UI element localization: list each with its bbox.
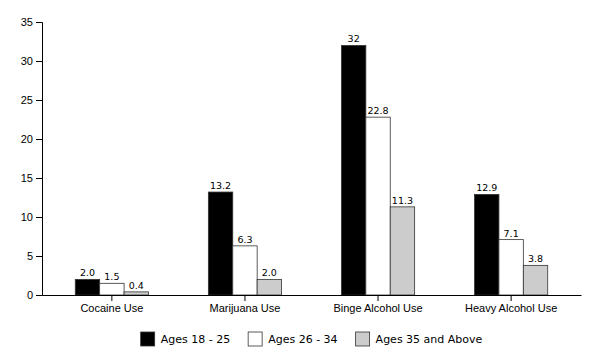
y-tick-mark <box>36 178 42 179</box>
y-tick-mark <box>36 61 42 62</box>
y-tick: 5 <box>27 250 42 262</box>
bar <box>233 246 257 295</box>
bar <box>341 45 365 295</box>
legend: Ages 18 - 25 Ages 26 - 34 Ages 35 and Abov… <box>141 332 483 346</box>
data-label: 0.4 <box>129 280 144 291</box>
x-axis-line <box>43 295 582 296</box>
y-tick: 10 <box>21 211 42 223</box>
legend-label: Ages 26 - 34 <box>268 333 337 346</box>
y-tick-label: 20 <box>21 133 33 145</box>
y-tick: 0 <box>27 289 42 301</box>
data-label: 6.3 <box>237 234 252 245</box>
y-tick-mark <box>36 217 42 218</box>
data-label: 3.8 <box>528 253 543 264</box>
legend-swatch <box>248 332 262 346</box>
x-tick-label: Marijuana Use <box>209 302 280 314</box>
bar <box>75 279 99 295</box>
y-tick-mark <box>36 256 42 257</box>
chart-container: 2.0 13.2 32 12.9 1.5 6.3 22.8 7.1 0.4 2.0 11.3 3.8 C… <box>0 0 597 357</box>
data-label: 13.2 <box>210 180 231 191</box>
x-tick: Marijuana Use <box>209 295 280 314</box>
data-label: 32 <box>348 33 360 44</box>
legend-label: Ages 35 and Above <box>376 333 483 346</box>
legend-item: Ages 26 - 34 <box>248 332 337 346</box>
y-tick-mark <box>36 295 42 296</box>
y-tick-label: 5 <box>27 250 33 262</box>
x-tick-label: Cocaine Use <box>80 302 143 314</box>
bar <box>390 207 414 295</box>
x-tick-mark <box>378 295 379 301</box>
bar <box>499 240 523 295</box>
data-labels: 2.0 13.2 32 12.9 1.5 6.3 22.8 7.1 0.4 2.0 11.3 3.8 <box>80 33 543 290</box>
y-tick-mark <box>36 22 42 23</box>
data-label: 7.1 <box>504 228 519 239</box>
x-tick: Cocaine Use <box>80 295 143 314</box>
bar <box>475 194 499 295</box>
y-tick-label: 0 <box>27 289 33 301</box>
y-tick: 20 <box>21 133 42 145</box>
legend-label: Ages 18 - 25 <box>161 333 230 346</box>
legend-item: Ages 35 and Above <box>356 332 483 346</box>
data-label: 22.8 <box>367 105 388 116</box>
x-tick-mark <box>111 295 112 301</box>
y-tick-mark <box>36 139 42 140</box>
bar <box>366 117 390 295</box>
legend-item: Ages 18 - 25 <box>141 332 230 346</box>
bar <box>208 192 232 295</box>
y-axis-line <box>36 23 43 296</box>
data-label: 12.9 <box>476 182 497 193</box>
x-tick: Heavy Alcohol Use <box>465 295 557 314</box>
bar-series <box>100 117 524 295</box>
data-label: 11.3 <box>392 195 413 206</box>
plot: 2.0 13.2 32 12.9 1.5 6.3 22.8 7.1 0.4 2.0 11.3 3.8 C… <box>21 16 582 314</box>
legend-swatch <box>141 332 155 346</box>
x-axis: Cocaine Use Marijuana Use Binge Alcohol Us… <box>43 295 582 314</box>
y-tick-label: 25 <box>21 94 33 106</box>
y-tick-label: 15 <box>21 172 33 184</box>
x-tick-label: Heavy Alcohol Use <box>465 302 557 314</box>
bar-series <box>124 207 548 295</box>
y-tick-label: 35 <box>21 16 33 28</box>
x-tick-mark <box>511 295 512 301</box>
chart-svg: 2.0 13.2 32 12.9 1.5 6.3 22.8 7.1 0.4 2.0 11.3 3.8 C… <box>0 0 597 357</box>
y-tick: 25 <box>21 94 42 106</box>
bar <box>523 265 547 295</box>
data-label: 2.0 <box>262 267 277 278</box>
bars <box>75 45 547 295</box>
bar-series <box>75 45 499 295</box>
data-label: 1.5 <box>104 271 119 282</box>
bar <box>257 279 281 295</box>
bar <box>124 292 148 295</box>
y-tick: 15 <box>21 172 42 184</box>
y-tick: 30 <box>21 55 42 67</box>
legend-swatch <box>356 332 370 346</box>
data-label: 2.0 <box>80 267 95 278</box>
y-axis: 0 5 10 15 20 25 30 35 <box>21 16 43 301</box>
x-tick: Binge Alcohol Use <box>333 295 422 314</box>
y-tick-label: 30 <box>21 55 33 67</box>
bar <box>100 283 124 295</box>
y-tick-mark <box>36 100 42 101</box>
x-tick-label: Binge Alcohol Use <box>333 302 422 314</box>
y-tick: 35 <box>21 16 42 28</box>
x-tick-mark <box>244 295 245 301</box>
y-tick-label: 10 <box>21 211 33 223</box>
